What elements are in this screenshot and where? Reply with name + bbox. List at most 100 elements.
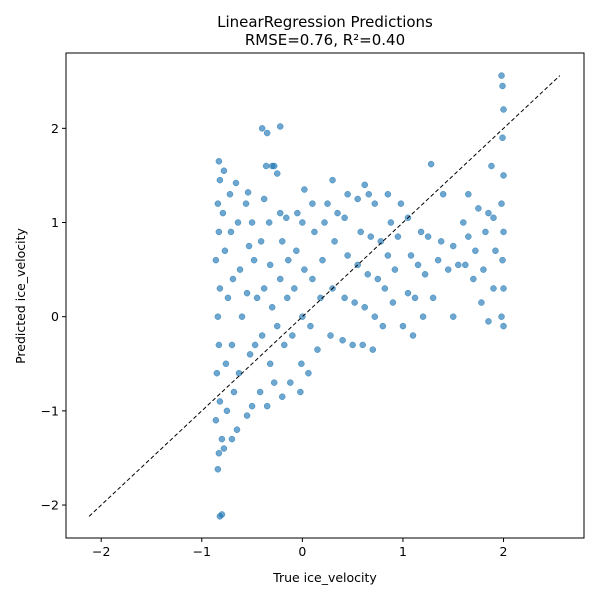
scatter-point bbox=[297, 388, 304, 396]
scatter-point bbox=[216, 398, 224, 405]
scatter-point bbox=[215, 158, 223, 165]
scatter-point bbox=[449, 242, 457, 250]
scatter-point bbox=[281, 341, 288, 349]
scatter-point bbox=[216, 176, 224, 184]
scatter-point bbox=[475, 205, 482, 212]
scatter-point bbox=[321, 219, 328, 226]
scatter-point bbox=[421, 271, 429, 278]
y-tick-label: 1 bbox=[51, 215, 59, 230]
scatter-point bbox=[258, 125, 266, 132]
scatter-point bbox=[218, 511, 226, 518]
scatter-point bbox=[279, 238, 286, 245]
scatter-point bbox=[490, 285, 497, 292]
points-layer bbox=[212, 72, 507, 520]
scatter-point bbox=[294, 209, 301, 217]
scatter-point bbox=[298, 360, 305, 368]
scatter-point bbox=[285, 256, 292, 264]
scatter-point bbox=[329, 176, 336, 184]
scatter-point bbox=[409, 332, 417, 339]
scatter-point bbox=[215, 228, 223, 236]
scatter-point bbox=[215, 449, 223, 457]
scatter-point bbox=[381, 285, 389, 292]
scatter-point bbox=[364, 271, 371, 278]
scatter-point bbox=[374, 275, 382, 283]
scatter-point bbox=[263, 402, 271, 410]
identity-reference-line bbox=[88, 75, 561, 517]
scatter-point bbox=[331, 238, 338, 245]
scatter-point bbox=[371, 313, 379, 320]
scatter-point bbox=[291, 285, 298, 292]
reference-line-layer bbox=[88, 75, 561, 517]
scatter-point bbox=[404, 289, 412, 297]
scatter-point bbox=[289, 332, 296, 339]
scatter-point bbox=[465, 191, 472, 198]
scatter-point bbox=[427, 160, 435, 168]
scatter-point bbox=[219, 209, 227, 217]
scatter-point bbox=[361, 181, 368, 189]
scatter-point bbox=[224, 294, 232, 302]
scatter-point bbox=[377, 238, 385, 245]
scatter-point bbox=[212, 417, 220, 424]
scatter-point bbox=[429, 294, 437, 302]
scatter-point bbox=[232, 179, 240, 187]
scatter-point bbox=[367, 233, 375, 240]
scatter-point bbox=[478, 299, 485, 306]
scatter-point bbox=[279, 393, 286, 400]
y-tick-label: −2 bbox=[41, 498, 59, 513]
scatter-point bbox=[276, 275, 284, 283]
scatter-point bbox=[215, 341, 223, 349]
scatter-point bbox=[344, 252, 351, 259]
scatter-point bbox=[268, 304, 276, 311]
scatter-point bbox=[455, 261, 462, 269]
scatter-point bbox=[230, 388, 238, 396]
scatter-point bbox=[301, 266, 308, 273]
scatter-point bbox=[244, 189, 252, 196]
scatter-point bbox=[243, 289, 251, 297]
scatter-point bbox=[234, 219, 242, 226]
scatter-point bbox=[266, 360, 274, 368]
scatter-point bbox=[305, 369, 312, 377]
scatter-point bbox=[317, 294, 324, 302]
y-tick-label: −1 bbox=[41, 403, 59, 418]
scatter-point bbox=[293, 247, 300, 255]
scatter-point bbox=[498, 72, 505, 79]
scatter-point bbox=[498, 200, 505, 207]
scatter-point bbox=[273, 170, 281, 177]
scatter-point bbox=[251, 341, 259, 349]
x-tick-label: 2 bbox=[500, 544, 508, 559]
scatter-point bbox=[233, 426, 241, 433]
scatter-point bbox=[220, 445, 228, 452]
scatter-point bbox=[462, 261, 469, 269]
scatter-point bbox=[349, 341, 356, 349]
scatter-point bbox=[437, 238, 445, 245]
scatter-point bbox=[228, 435, 236, 443]
scatter-point bbox=[268, 162, 276, 170]
scatter-point bbox=[257, 238, 265, 245]
scatter-point bbox=[492, 247, 499, 255]
scatter-point bbox=[499, 256, 506, 264]
scatter-point bbox=[258, 332, 266, 339]
scatter-point bbox=[242, 200, 250, 207]
scatter-point bbox=[243, 412, 251, 419]
scatter-point bbox=[371, 200, 379, 207]
scatter-point bbox=[248, 219, 256, 226]
scatter-point bbox=[270, 379, 278, 386]
scatter-point bbox=[344, 191, 351, 198]
scatter-point bbox=[399, 322, 407, 330]
scatter-point bbox=[499, 134, 506, 142]
scatter-point bbox=[235, 369, 243, 377]
scatter-point bbox=[311, 228, 318, 236]
y-tick-label: 0 bbox=[51, 309, 59, 324]
scatter-point bbox=[500, 106, 507, 113]
scatter-point bbox=[480, 266, 487, 273]
scatter-point bbox=[229, 275, 237, 283]
scatter-point bbox=[223, 407, 231, 415]
scatter-point bbox=[246, 351, 254, 358]
scatter-point bbox=[260, 285, 268, 292]
scatter-point bbox=[236, 266, 244, 273]
scatter-point bbox=[417, 228, 425, 236]
chart-subtitle: RMSE=0.76, R²=0.40 bbox=[245, 31, 405, 49]
scatter-point bbox=[216, 285, 224, 292]
scatter-point bbox=[299, 219, 306, 226]
